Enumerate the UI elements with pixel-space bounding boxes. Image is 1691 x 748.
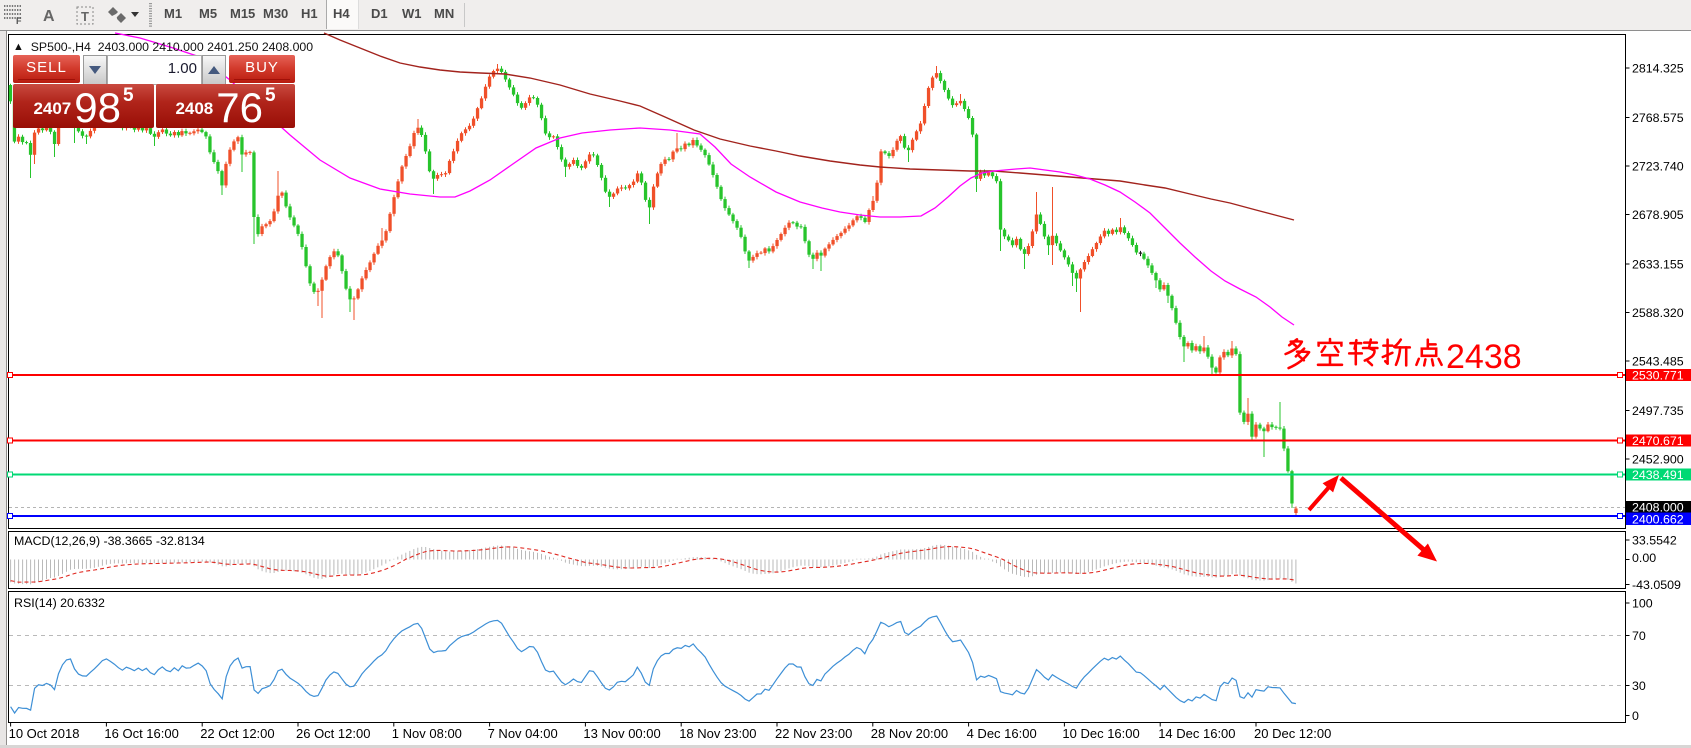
svg-text:26 Oct 12:00: 26 Oct 12:00 bbox=[296, 726, 370, 741]
svg-text:20 Dec 12:00: 20 Dec 12:00 bbox=[1254, 726, 1331, 741]
svg-text:16 Oct 16:00: 16 Oct 16:00 bbox=[104, 726, 178, 741]
svg-text:2633.155: 2633.155 bbox=[1632, 257, 1684, 271]
svg-text:33.5542: 33.5542 bbox=[1632, 534, 1677, 548]
svg-text:2678.905: 2678.905 bbox=[1632, 208, 1684, 222]
svg-text:13 Nov 00:00: 13 Nov 00:00 bbox=[583, 726, 660, 741]
svg-text:22 Nov 23:00: 22 Nov 23:00 bbox=[775, 726, 852, 741]
svg-text:10 Dec 16:00: 10 Dec 16:00 bbox=[1062, 726, 1139, 741]
svg-text:2497.735: 2497.735 bbox=[1632, 404, 1684, 418]
svg-text:F: F bbox=[16, 16, 22, 26]
svg-text:2588.320: 2588.320 bbox=[1632, 306, 1684, 320]
svg-text:2723.740: 2723.740 bbox=[1632, 159, 1684, 173]
svg-text:2814.325: 2814.325 bbox=[1632, 61, 1684, 75]
svg-text:7 Nov 04:00: 7 Nov 04:00 bbox=[488, 726, 558, 741]
svg-text:2452.900: 2452.900 bbox=[1632, 452, 1684, 466]
svg-text:1 Nov 08:00: 1 Nov 08:00 bbox=[392, 726, 462, 741]
svg-text:2543.485: 2543.485 bbox=[1632, 354, 1684, 368]
svg-text:18 Nov 23:00: 18 Nov 23:00 bbox=[679, 726, 756, 741]
svg-text:2438.491: 2438.491 bbox=[1632, 468, 1684, 482]
svg-text:100: 100 bbox=[1632, 597, 1653, 611]
svg-text:2408.000: 2408.000 bbox=[1632, 500, 1684, 514]
svg-text:2470.671: 2470.671 bbox=[1632, 434, 1684, 448]
svg-text:MACD(12,26,9) -38.3665 -32.813: MACD(12,26,9) -38.3665 -32.8134 bbox=[14, 534, 205, 548]
svg-text:70: 70 bbox=[1632, 629, 1646, 643]
svg-text:-43.0509: -43.0509 bbox=[1632, 578, 1681, 592]
svg-text:2438: 2438 bbox=[1446, 338, 1522, 376]
svg-text:14 Dec 16:00: 14 Dec 16:00 bbox=[1158, 726, 1235, 741]
svg-text:2400.662: 2400.662 bbox=[1632, 512, 1684, 526]
svg-text:4 Dec 16:00: 4 Dec 16:00 bbox=[967, 726, 1037, 741]
svg-text:10 Oct 2018: 10 Oct 2018 bbox=[9, 726, 80, 741]
svg-text:0: 0 bbox=[1632, 709, 1639, 723]
svg-text:2530.771: 2530.771 bbox=[1632, 369, 1684, 383]
svg-text:2768.575: 2768.575 bbox=[1632, 111, 1684, 125]
svg-text:T: T bbox=[81, 9, 89, 24]
svg-text:28 Nov 20:00: 28 Nov 20:00 bbox=[871, 726, 948, 741]
svg-text:0.00: 0.00 bbox=[1632, 551, 1656, 565]
svg-text:A: A bbox=[43, 8, 55, 25]
svg-text:30: 30 bbox=[1632, 679, 1646, 693]
svg-text:RSI(14) 20.6332: RSI(14) 20.6332 bbox=[14, 596, 105, 610]
svg-text:22 Oct 12:00: 22 Oct 12:00 bbox=[200, 726, 274, 741]
